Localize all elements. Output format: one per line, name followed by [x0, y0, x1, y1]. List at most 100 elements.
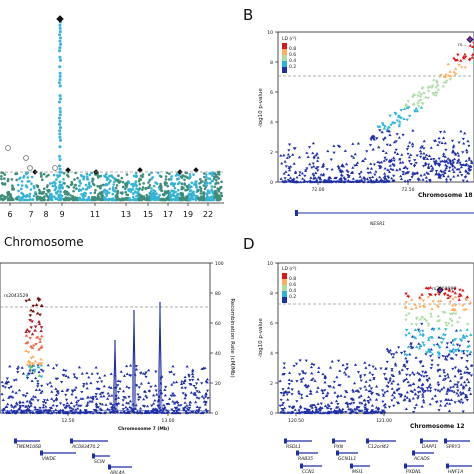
panel-d-snp	[405, 390, 409, 394]
panel-d-snp	[334, 406, 339, 409]
panel-c-snp	[28, 411, 33, 415]
panel-d-snp	[422, 400, 426, 404]
manhattan-point	[174, 190, 177, 194]
panel-d-snp	[324, 394, 328, 397]
panel-d-ld-snp	[448, 312, 453, 316]
panel-d-snp	[383, 405, 387, 409]
panel-c-ld-snp	[29, 344, 33, 348]
panel-d-snp	[381, 393, 386, 397]
panel-d-snp	[409, 342, 413, 345]
panel-b-snp	[391, 120, 395, 124]
panel-d-snp	[308, 411, 312, 414]
manhattan-point	[59, 198, 62, 202]
panel-b-snp	[452, 70, 456, 73]
panel-b-snp	[426, 165, 431, 168]
panel-b-snp	[413, 109, 418, 112]
panel-d-ld-snp	[437, 293, 441, 297]
panel-d-snp	[455, 391, 459, 395]
panel-d-snp	[397, 370, 402, 373]
panel-d-snp	[465, 399, 469, 402]
panel-b-y-tick-label: 8	[270, 60, 273, 66]
panel-b-snp	[343, 177, 347, 181]
panel-d-y-tick-label: 6	[270, 321, 273, 327]
manhattan-point	[177, 177, 180, 180]
panel-c-snp	[106, 397, 110, 400]
panel-b-snp	[447, 169, 451, 172]
panel-b-snp	[437, 164, 441, 168]
panel-d-ld-snp	[428, 350, 433, 353]
panel-d-snp	[351, 398, 355, 401]
panel-d-y-tick-label: 2	[270, 381, 273, 387]
manhattan-point	[72, 186, 76, 189]
panel-d-top-snp	[436, 286, 444, 294]
panel-d-snp	[413, 392, 418, 395]
manhattan-point	[0, 175, 3, 178]
panel-d-snp	[312, 403, 316, 407]
panel-b-snp	[392, 140, 396, 144]
panel-c-snp	[20, 409, 24, 412]
panel-c-snp	[130, 410, 134, 414]
panel-b-snp	[395, 133, 399, 136]
manhattan-point	[202, 195, 205, 199]
panel-d-snp	[300, 396, 304, 399]
panel-d-snp	[350, 396, 354, 400]
manhattan-point	[172, 191, 175, 195]
panel-c-ld-snp	[35, 335, 40, 339]
panel-b-snp	[424, 176, 428, 179]
panel-b-snp	[299, 180, 303, 184]
manhattan-point	[76, 176, 79, 180]
manhattan-peak-point	[58, 39, 62, 43]
panel-d-snp	[459, 369, 463, 372]
panel-c-snp	[79, 397, 83, 400]
manhattan-point	[199, 192, 202, 195]
panel-d-snp	[310, 371, 314, 375]
panel-d-snp	[438, 368, 442, 371]
panel-c-snp	[96, 380, 100, 384]
panel-b-snp	[467, 58, 472, 62]
panel-b-snp	[464, 174, 468, 178]
panel-b-snp	[442, 130, 447, 133]
panel-c-snp	[157, 398, 161, 402]
panel-b-snp	[368, 176, 372, 180]
manhattan-point	[142, 182, 145, 185]
panel-b-snp	[422, 139, 426, 143]
panel-c-snp	[76, 406, 80, 410]
panel-b-snp	[394, 112, 398, 116]
panel-b-snp	[366, 180, 370, 183]
panel-d-snp	[299, 379, 304, 383]
panel-d-ld-snp	[428, 286, 433, 289]
panel-d-snp	[300, 410, 304, 414]
manhattan-point	[206, 181, 209, 185]
panel-d-snp	[341, 363, 345, 367]
manhattan-point	[138, 177, 141, 181]
panel-c-gene-exon	[40, 450, 43, 456]
manhattan-point	[72, 189, 75, 193]
panel-c-snp	[158, 410, 162, 414]
panel-b-snp	[417, 105, 421, 109]
manhattan-point	[213, 185, 216, 188]
panel-b-snp	[382, 172, 387, 175]
manhattan-point	[207, 196, 210, 199]
panel-c-snp	[5, 377, 9, 381]
panel-b-legend-swatch	[282, 55, 287, 61]
panel-d-snp	[456, 370, 461, 374]
panel-d-snp	[417, 372, 422, 376]
panel-c-snp	[11, 395, 15, 399]
panel-d-snp	[330, 410, 334, 414]
panel-b-snp	[452, 56, 456, 60]
panel-c-snp	[0, 392, 4, 396]
manhattan-point	[62, 177, 65, 181]
panel-c-snp	[61, 409, 66, 412]
panel-b-snp	[379, 178, 383, 181]
panel-c-snp	[27, 372, 31, 376]
panel-b-snp	[340, 164, 344, 167]
panel-d-snp	[430, 363, 434, 367]
panel-d-ld-snp	[430, 352, 435, 356]
manhattan-point	[210, 179, 214, 183]
panel-c-gene-exon	[92, 453, 95, 459]
panel-b-y-tick-label: 2	[270, 150, 273, 156]
panel-b-snp	[289, 165, 293, 168]
panel-d-snp	[383, 377, 388, 381]
panel-c-snp	[40, 389, 44, 393]
panel-d-ld-snp	[447, 288, 452, 291]
